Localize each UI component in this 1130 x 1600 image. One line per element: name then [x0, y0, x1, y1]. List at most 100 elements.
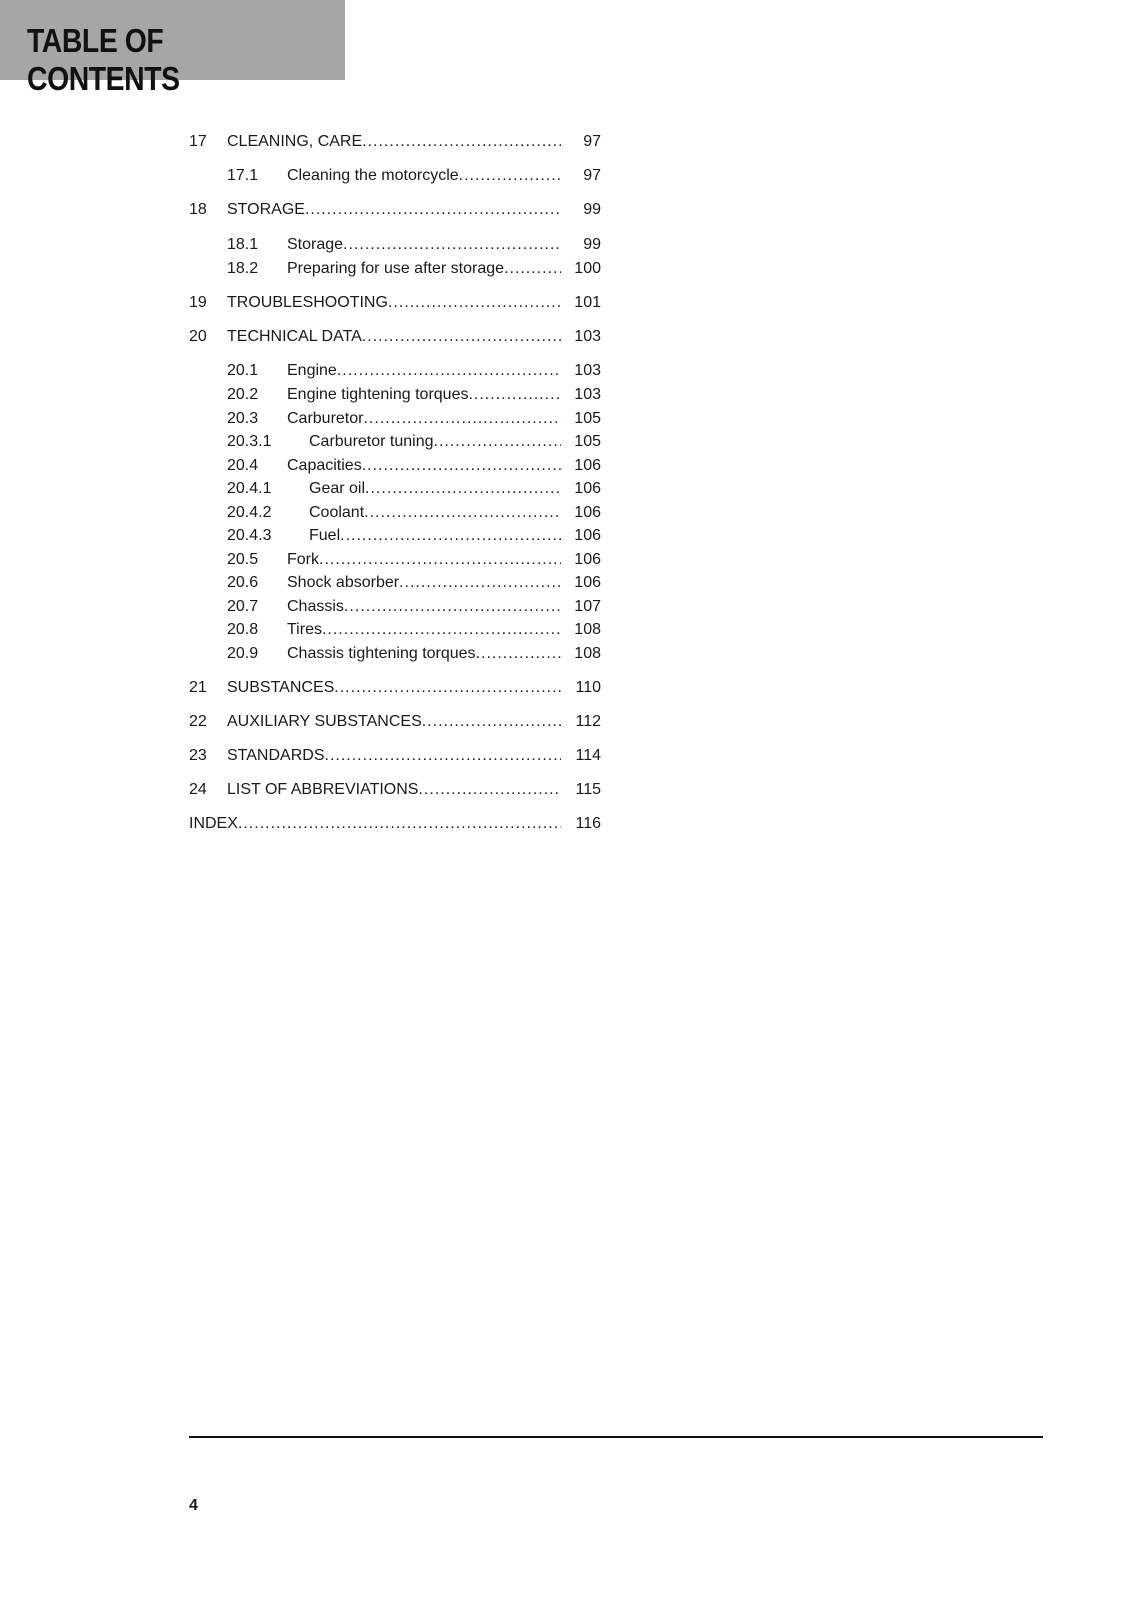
toc-entry-page[interactable]: 106	[574, 527, 601, 544]
header-banner: TABLE OF CONTENTS	[0, 0, 345, 97]
dot-leader: ........................................…	[361, 457, 561, 474]
dot-leader: ........................................…	[363, 410, 561, 427]
dot-leader: ........................................…	[433, 433, 561, 450]
toc-entry-title[interactable]: Shock absorber	[287, 574, 400, 591]
toc-entry-title[interactable]: LIST OF ABBREVIATIONS	[227, 781, 419, 798]
toc-entry[interactable]: 18.1 Storage.............................…	[189, 235, 601, 255]
toc-entry-page[interactable]: 101	[574, 294, 601, 311]
dot-leader: ........................................…	[418, 781, 561, 798]
toc-entry-number: 23	[189, 747, 207, 764]
toc-entry[interactable]: 20.2 Engine tightening torques...........…	[189, 385, 601, 405]
toc-entry[interactable]: 20.6 Shock absorber......................…	[189, 573, 601, 593]
toc-entry[interactable]: 20.4.3 Fuel..............................…	[189, 526, 601, 546]
toc-entry-title[interactable]: Engine tightening torques	[287, 386, 469, 403]
toc-entry-page[interactable]: 108	[574, 621, 601, 638]
toc-entry[interactable]: 24 LIST OF ABBREVIATIONS.................…	[189, 780, 601, 800]
toc-entry-page[interactable]: 116	[575, 815, 601, 832]
toc-entry[interactable]: 20.3.1 Carburetor tuning.................…	[189, 432, 601, 452]
toc-entry-number: 18.2	[227, 260, 259, 277]
toc-entry-title[interactable]: TECHNICAL DATA	[227, 328, 362, 345]
toc-entry-title[interactable]: Chassis tightening torques	[287, 645, 476, 662]
dot-leader: ........................................…	[324, 747, 562, 764]
toc-entry-title[interactable]: Cleaning the motorcycle	[287, 167, 459, 184]
toc-entry[interactable]: 20.4.1 Gear oil..........................…	[189, 479, 601, 499]
toc-entry[interactable]: 20.4 Capacities..........................…	[189, 456, 601, 476]
toc-entry[interactable]: 20.4.2 Coolant...........................…	[189, 503, 601, 523]
toc-entry-page[interactable]: 110	[575, 679, 601, 696]
toc-entry-title[interactable]: Engine	[287, 362, 337, 379]
toc-entry-page[interactable]: 106	[574, 551, 601, 568]
toc-entry-page[interactable]: 114	[575, 747, 601, 764]
toc-entry-title[interactable]: Capacities	[287, 457, 362, 474]
toc-entry-page[interactable]: 103	[574, 386, 601, 403]
toc-entry-title[interactable]: Fuel	[309, 527, 341, 544]
toc-entry[interactable]: 20.7 Chassis.............................…	[189, 597, 601, 617]
toc-entry-page[interactable]: 106	[574, 480, 601, 497]
toc-entry[interactable]: 22 AUXILIARY SUBSTANCES..................…	[189, 712, 601, 732]
toc-entry-page[interactable]: 99	[583, 236, 601, 253]
toc-entry-title[interactable]: TROUBLESHOOTING	[227, 294, 388, 311]
toc-entry[interactable]: 17.1 Cleaning the motorcycle.............…	[189, 166, 601, 186]
toc-entry[interactable]: 18.2 Preparing for use after storage.....…	[189, 259, 601, 279]
toc-entry-page[interactable]: 105	[574, 410, 601, 427]
dot-leader: ........................................…	[361, 328, 561, 345]
dot-leader: ........................................…	[334, 679, 561, 696]
toc-entry-page[interactable]: 103	[574, 328, 601, 345]
toc-entry-number: 20.2	[227, 386, 259, 403]
dot-leader: ........................................…	[237, 815, 561, 832]
toc-entry-title[interactable]: Carburetor	[287, 410, 364, 427]
toc-entry[interactable]: 19 TROUBLESHOOTING.......................…	[189, 293, 601, 313]
toc-entry-title[interactable]: AUXILIARY SUBSTANCES	[227, 713, 422, 730]
toc-entry[interactable]: 20.9 Chassis tightening torques..........…	[189, 644, 601, 664]
toc-entry-page[interactable]: 106	[574, 457, 601, 474]
toc-entry-title[interactable]: Coolant	[309, 504, 365, 521]
toc-entry-page[interactable]: 100	[574, 260, 601, 277]
toc-entry[interactable]: 23 STANDARDS.............................…	[189, 746, 601, 766]
toc-entry-title[interactable]: Chassis	[287, 598, 344, 615]
toc-entry[interactable]: 18 STORAGE...............................…	[189, 200, 601, 220]
dot-leader: ........................................…	[475, 645, 561, 662]
toc-entry-title[interactable]: INDEX	[189, 815, 238, 832]
toc-entry-page[interactable]: 99	[583, 201, 601, 218]
dot-leader: ........................................…	[364, 504, 561, 521]
toc-entry-title[interactable]: Tires	[287, 621, 322, 638]
toc-entry-title[interactable]: STORAGE	[227, 201, 305, 218]
toc-entry-title[interactable]: SUBSTANCES	[227, 679, 335, 696]
toc-entry[interactable]: 20.1 Engine..............................…	[189, 361, 601, 381]
toc-entry[interactable]: 17 CLEANING, CARE........................…	[189, 132, 601, 152]
toc-entry-page[interactable]: 105	[574, 433, 601, 450]
toc-entry[interactable]: 20.3 Carburetor..........................…	[189, 409, 601, 429]
toc-entry-title[interactable]: Preparing for use after storage	[287, 260, 505, 277]
toc-entry[interactable]: INDEX...................................…	[189, 814, 601, 834]
toc-entry-number: 19	[189, 294, 207, 311]
toc-entry-title[interactable]: Storage	[287, 236, 344, 253]
dot-leader: ........................................…	[336, 362, 561, 379]
toc-entry-number: 20.7	[227, 598, 259, 615]
toc-entry-page[interactable]: 115	[575, 781, 601, 798]
dot-leader: ........................................…	[321, 621, 561, 638]
toc-entry-page[interactable]: 112	[575, 713, 601, 730]
toc-entry-number: 20.4.1	[227, 480, 272, 497]
toc-entry-page[interactable]: 97	[583, 167, 601, 184]
toc-entry[interactable]: 20.8 Tires...............................…	[189, 620, 601, 640]
toc-entry-page[interactable]: 108	[574, 645, 601, 662]
toc-entry-page[interactable]: 106	[574, 574, 601, 591]
toc-entry-title[interactable]: Carburetor tuning	[309, 433, 434, 450]
toc-entry-title[interactable]: STANDARDS	[227, 747, 325, 764]
toc-entry-page[interactable]: 103	[574, 362, 601, 379]
toc-entry-page[interactable]: 106	[574, 504, 601, 521]
toc-entry-title[interactable]: Fork	[287, 551, 319, 568]
toc-entry-title[interactable]: CLEANING, CARE	[227, 133, 363, 150]
toc-entry-title[interactable]: Gear oil	[309, 480, 366, 497]
toc-entry-page[interactable]: 97	[583, 133, 601, 150]
toc-entry-number: 20	[189, 328, 207, 345]
dot-leader: ........................................…	[421, 713, 561, 730]
dot-leader: ........................................…	[362, 133, 561, 150]
toc-entry-page[interactable]: 107	[574, 598, 601, 615]
toc-entry[interactable]: 21 SUBSTANCES............................…	[189, 678, 601, 698]
toc-entry-number: 24	[189, 781, 207, 798]
toc-entry[interactable]: 20.5 Fork................................…	[189, 550, 601, 570]
toc-entry-number: 18	[189, 201, 207, 218]
toc-entry-number: 20.5	[227, 551, 259, 568]
toc-entry[interactable]: 20 TECHNICAL DATA........................…	[189, 327, 601, 347]
